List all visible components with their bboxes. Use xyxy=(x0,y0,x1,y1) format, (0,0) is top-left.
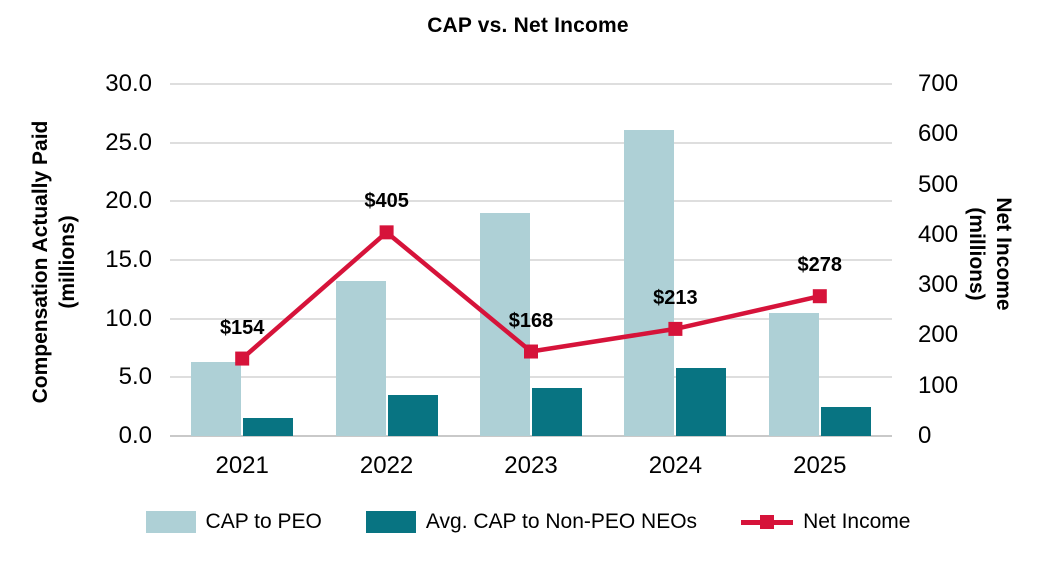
right-axis-tick-label: 300 xyxy=(918,271,959,299)
legend-swatch-cap-to-peo xyxy=(145,511,196,533)
gridline xyxy=(170,200,892,203)
gridline xyxy=(170,141,892,144)
bar-cap-to-peo xyxy=(768,312,819,436)
net-income-line-layer xyxy=(235,225,827,366)
net-income-marker xyxy=(235,351,250,366)
left-axis-tick-label: 25.0 xyxy=(105,128,152,156)
net-income-marker xyxy=(379,225,394,240)
net-income-marker xyxy=(524,344,538,359)
gridline xyxy=(170,376,892,379)
legend-item-avg-cap-non-peo-neos: Avg. CAP to Non-PEO NEOs xyxy=(365,509,698,535)
right-axis-tick-label: 0 xyxy=(918,422,932,449)
x-axis-tick-label: 2022 xyxy=(359,452,414,479)
x-axis-tick-label: 2023 xyxy=(504,452,558,479)
left-axis-tick-label: 30.0 xyxy=(105,70,152,97)
left-axis-tick-label: 5.0 xyxy=(118,363,152,391)
net-income-marker xyxy=(668,321,683,336)
left-axis-tick-label: 10.0 xyxy=(105,304,152,332)
legend-label-net-income: Net Income xyxy=(803,510,911,533)
plot-area xyxy=(170,83,892,437)
legend-label-cap-to-peo: CAP to PEO xyxy=(205,510,322,533)
x-axis-line xyxy=(170,435,892,437)
left-axis-tick-label: 20.0 xyxy=(105,187,152,215)
bar-avg-cap-to-non-peo-neos xyxy=(387,394,438,436)
net-income-marker xyxy=(812,289,827,304)
gridline xyxy=(170,83,892,85)
right-axis-tick-label: 100 xyxy=(918,371,959,399)
legend-line-marker-icon xyxy=(741,515,794,529)
net-income-data-label: $405 xyxy=(364,190,409,213)
bar-avg-cap-to-non-peo-neos xyxy=(243,418,294,436)
right-axis-tick-label: 200 xyxy=(918,321,959,349)
x-axis-tick-label: 2025 xyxy=(793,452,847,479)
net-income-data-label: $278 xyxy=(797,254,843,277)
x-axis-tick-label: 2021 xyxy=(215,452,269,479)
chart-title: CAP vs. Net Income xyxy=(427,14,629,37)
gridline xyxy=(170,317,892,320)
right-axis-tick-label: 700 xyxy=(918,70,959,97)
legend: CAP to PEO Avg. CAP to Non-PEO NEOs Net … xyxy=(0,509,1056,535)
bar-avg-cap-to-non-peo-neos xyxy=(532,387,582,436)
legend-swatch-avg-cap-non-peo-neos xyxy=(365,511,416,533)
legend-label-avg-cap-non-peo-neos: Avg. CAP to Non-PEO NEOs xyxy=(425,510,698,533)
net-income-data-label: $168 xyxy=(508,309,554,332)
net-income-data-label: $213 xyxy=(653,286,698,309)
legend-item-cap-to-peo: CAP to PEO xyxy=(145,509,322,535)
right-axis-tick-label: 500 xyxy=(918,170,959,198)
bar-avg-cap-to-non-peo-neos xyxy=(820,406,871,436)
x-axis-tick-label: 2024 xyxy=(648,452,703,479)
legend-item-net-income: Net Income xyxy=(741,509,910,535)
right-axis-tick-label: 600 xyxy=(918,120,959,148)
left-axis-tick-label: 15.0 xyxy=(105,246,152,273)
left-axis-tick-label: 0.0 xyxy=(118,422,152,449)
gridline xyxy=(170,259,892,261)
bar-cap-to-peo xyxy=(335,281,386,436)
left-axis-title-line1: Compensation Actually Paid xyxy=(29,120,52,404)
net-income-data-label: $154 xyxy=(219,316,265,339)
bar-avg-cap-to-non-peo-neos xyxy=(676,367,727,436)
bar-cap-to-peo xyxy=(624,129,675,436)
right-axis-tick-label: 400 xyxy=(918,220,959,248)
bar-cap-to-peo xyxy=(480,213,530,436)
bar-cap-to-peo xyxy=(191,362,242,436)
